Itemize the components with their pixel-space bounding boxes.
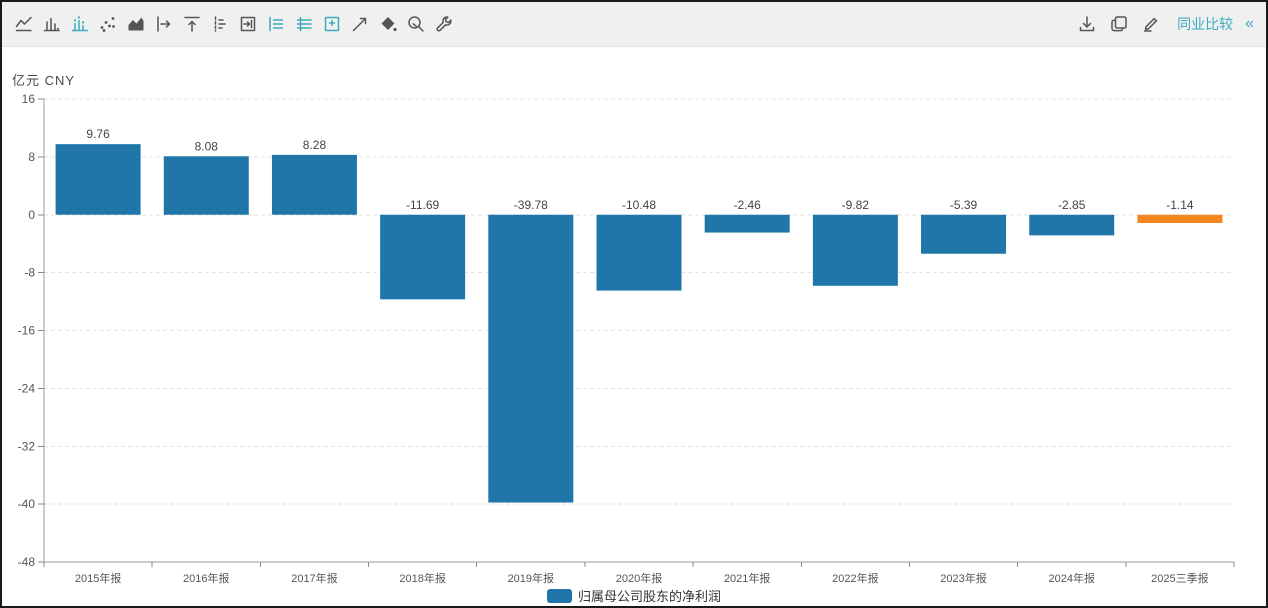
legend-item[interactable]: 归属母公司股东的净利润 <box>546 586 721 605</box>
legend-list-icon[interactable] <box>266 14 286 34</box>
bar-2015年报[interactable] <box>55 144 141 215</box>
bar-value-label: -5.39 <box>950 198 978 212</box>
copy-icon[interactable] <box>1109 14 1129 34</box>
x-axis-label: 2024年报 <box>1048 571 1094 585</box>
x-axis-label: 2019年报 <box>508 571 554 585</box>
axis-shift-right-icon[interactable] <box>154 14 174 34</box>
y-tick-label: 0 <box>28 208 35 222</box>
bar-value-label: 8.08 <box>195 139 219 153</box>
legend: 归属母公司股东的净利润 <box>2 586 1266 605</box>
arrow-into-box-icon[interactable] <box>238 14 258 34</box>
x-axis-label: 2015年报 <box>75 571 121 585</box>
x-axis-label: 2017年报 <box>291 571 337 585</box>
bar-value-label: -11.69 <box>406 198 439 212</box>
chart-type-toolbar <box>14 14 454 34</box>
fill-color-icon[interactable] <box>378 14 398 34</box>
bar-2021年报[interactable] <box>704 214 790 233</box>
trend-line-icon[interactable] <box>350 14 370 34</box>
y-tick-label: -8 <box>24 266 35 280</box>
bar-2017年报[interactable] <box>271 154 357 215</box>
bar-2020年报[interactable] <box>596 214 682 291</box>
bar-2018年报[interactable] <box>380 214 466 300</box>
y-axis-unit-label: 亿元 CNY <box>12 73 76 88</box>
x-axis-label: 2016年报 <box>183 571 229 585</box>
legend-lines-icon[interactable] <box>294 14 314 34</box>
bar-chart-icon[interactable] <box>42 14 62 34</box>
toolbar-action-icons <box>1077 14 1161 34</box>
y-tick-label: -32 <box>18 439 36 453</box>
legend-label: 归属母公司股东的净利润 <box>577 589 721 604</box>
y-tick-label: -24 <box>18 381 36 395</box>
bar-value-label: -10.48 <box>622 198 656 212</box>
download-icon[interactable] <box>1077 14 1097 34</box>
x-axis-label: 2022年报 <box>832 571 878 585</box>
bar-chart-values-icon[interactable] <box>70 14 90 34</box>
y-tick-label: 16 <box>22 92 36 106</box>
edit-icon[interactable] <box>1141 14 1161 34</box>
bar-value-label: -2.46 <box>734 198 762 212</box>
scatter-chart-icon[interactable] <box>98 14 118 34</box>
bar-value-label: -2.85 <box>1058 198 1086 212</box>
collapse-panel-icon[interactable]: « <box>1245 15 1254 32</box>
peer-comparison-link[interactable]: 同业比较 <box>1177 16 1234 32</box>
x-axis-label: 2018年报 <box>399 571 445 585</box>
bar-2024年报[interactable] <box>1029 214 1115 236</box>
x-axis-label: 2020年报 <box>616 571 662 585</box>
y-tick-label: -48 <box>18 555 36 569</box>
x-axis-label: 2025三季报 <box>1151 571 1208 585</box>
y-tick-label: -16 <box>18 324 36 338</box>
area-chart-icon[interactable] <box>126 14 146 34</box>
bar-2023年报[interactable] <box>921 214 1007 254</box>
bar-value-label: -1.14 <box>1166 198 1194 212</box>
x-axis-label: 2021年报 <box>724 571 770 585</box>
bar-value-label: 8.28 <box>303 138 327 152</box>
bar-2025三季报[interactable] <box>1137 214 1223 223</box>
chart-toolbar: 同业比较 « <box>2 2 1266 47</box>
x-axis-label: 2023年报 <box>940 571 986 585</box>
label-top-icon[interactable] <box>182 14 202 34</box>
y-tick-label: -40 <box>18 497 36 511</box>
line-chart-icon[interactable] <box>14 14 34 34</box>
data-view-box-plus-icon[interactable] <box>322 14 342 34</box>
bar-value-label: 9.76 <box>86 127 110 141</box>
settings-wrench-icon[interactable] <box>434 14 454 34</box>
dashed-axis-icon[interactable] <box>210 14 230 34</box>
legend-swatch <box>546 588 572 603</box>
y-tick-label: 8 <box>28 150 35 164</box>
bar-2022年报[interactable] <box>812 214 898 286</box>
bar-value-label: -39.78 <box>514 198 548 212</box>
toolbar-actions: 同业比较 « <box>1077 14 1254 34</box>
bar-2016年报[interactable] <box>163 156 249 215</box>
bar-2019年报[interactable] <box>488 214 574 503</box>
bar-value-label: -9.82 <box>842 198 870 212</box>
zoom-search-icon[interactable] <box>406 14 426 34</box>
